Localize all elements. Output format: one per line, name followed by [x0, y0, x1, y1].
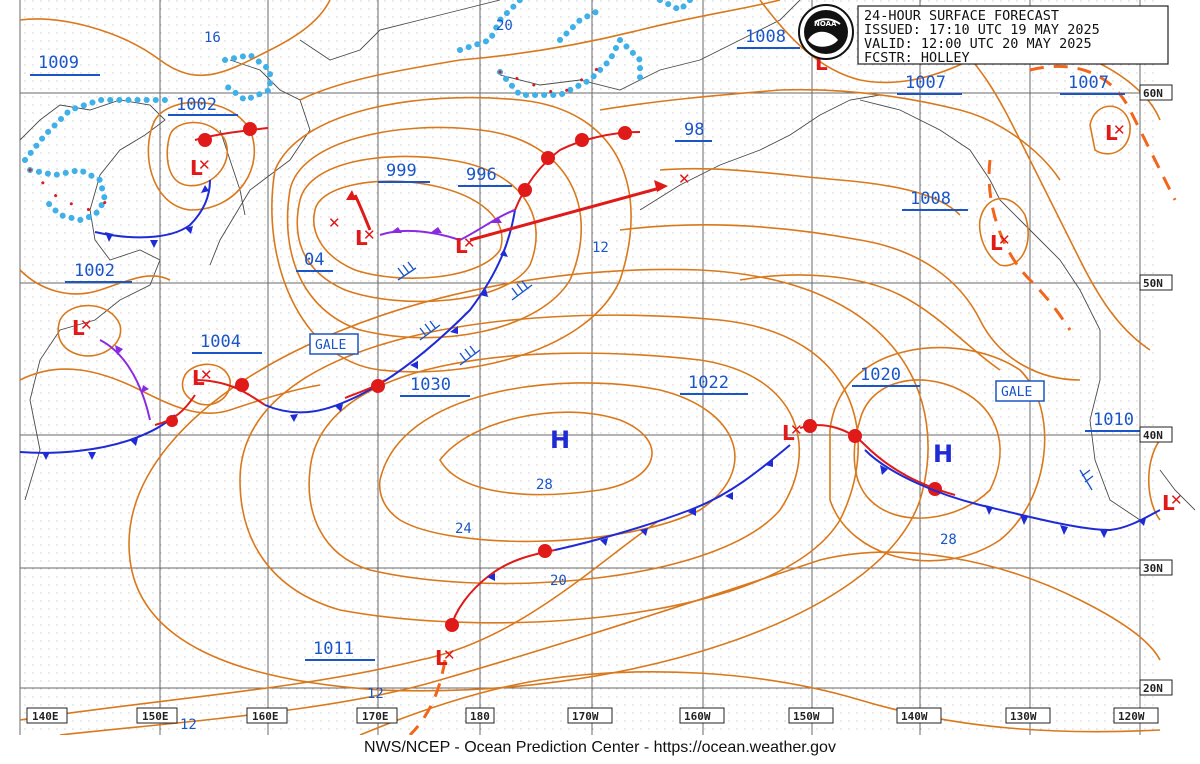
low-center: L [1105, 121, 1118, 145]
isobar-label: 20 [496, 18, 513, 34]
low-center: L [190, 156, 203, 180]
pressure-labels: 1009 1002 999 996 98 1008 1007 1007 1008… [30, 27, 1155, 661]
isobar-label: 16 [204, 30, 221, 46]
low-center-mark: ✕ [200, 366, 213, 384]
occluded-front-nw [99, 339, 151, 421]
cold-front-central [264, 209, 516, 414]
low-center: L [192, 366, 205, 390]
isobar-label: 12 [592, 240, 609, 256]
pressure-label: 999 [386, 161, 417, 181]
footer-credit: NWS/NCEP - Ocean Prediction Center - htt… [364, 739, 836, 756]
pressure-label: 1008 [745, 27, 786, 47]
isobar-label: 24 [455, 521, 472, 537]
low-center-mark: ✕ [363, 226, 376, 244]
longitude-label: 180 [470, 710, 490, 723]
noaa-logo: NOAA [798, 4, 854, 60]
low-center-mark: ✕ [790, 421, 803, 439]
pressure-label: 1007 [1068, 73, 1109, 93]
low-center: L [455, 234, 468, 258]
longitude-label: 160W [684, 710, 711, 723]
longitude-label: 140E [32, 710, 59, 723]
low-center: L [1162, 491, 1175, 515]
longitude-label: 150E [142, 710, 169, 723]
longitude-label: 140W [901, 710, 928, 723]
forecaster: FCSTR: HOLLEY [864, 50, 970, 66]
forecast-info-box: 24-HOUR SURFACE FORECAST ISSUED: 17:10 U… [857, 5, 1169, 66]
isobar-label: 28 [940, 532, 957, 548]
pressure-label: 996 [466, 165, 497, 185]
ice-edge [22, 0, 693, 224]
isobar-label: 12 [367, 686, 384, 702]
valid-time: VALID: 12:00 UTC 20 MAY 2025 [864, 36, 1092, 52]
latitude-label: 30N [1143, 562, 1163, 575]
low-center-mark: ✕ [1170, 491, 1183, 509]
pressure-label: 1022 [688, 373, 729, 393]
isobar-label: 20 [550, 573, 567, 589]
pressure-label: 1002 [74, 261, 115, 281]
low-center: L [782, 421, 795, 445]
pressure-label: 1002 [176, 95, 217, 115]
latitude-label: 40N [1143, 429, 1163, 442]
lat-lon-grid [19, 0, 1160, 735]
noaa-logo-text: NOAA [814, 20, 837, 28]
pressure-label: 1020 [860, 365, 901, 385]
gale-warnings: GALE GALE [309, 333, 1045, 402]
isobar-label: 28 [536, 477, 553, 493]
pressure-label: 98 [684, 120, 704, 140]
storm-track [346, 180, 668, 242]
gale-label: GALE [1001, 385, 1032, 400]
pressure-centers: L ✕ L ✕ ✕ L ✕ ✕ L ✕ L ✕ L ✕ L ✕ L ✕ L ✕ … [72, 51, 1183, 670]
cold-front-west [19, 414, 176, 454]
high-center: H [933, 440, 953, 468]
low-forecast-mark: ✕ [678, 170, 691, 188]
longitude-labels: 140E 150E 160E 170E 180 170W 160W 150W 1… [26, 707, 1159, 724]
low-center-mark: ✕ [80, 316, 93, 334]
pressure-label: 1030 [410, 375, 451, 395]
longitude-label: 170W [572, 710, 599, 723]
latitude-label: 20N [1143, 682, 1163, 695]
low-center-mark: ✕ [998, 231, 1011, 249]
low-center: L [990, 231, 1003, 255]
latitude-labels: 60N 50N 40N 30N 20N [1139, 84, 1173, 696]
longitude-label: 170E [362, 710, 389, 723]
wind-barbs [397, 261, 1094, 491]
pressure-label: 1008 [910, 189, 951, 209]
longitude-label: 130W [1010, 710, 1037, 723]
low-center-mark: ✕ [463, 234, 476, 252]
low-center: L [355, 226, 368, 250]
isobar-label: 12 [180, 717, 197, 733]
pressure-label: 1011 [313, 639, 354, 659]
low-center: L [435, 646, 448, 670]
low-center-mark: ✕ [1113, 121, 1126, 139]
longitude-label: 160E [252, 710, 279, 723]
cold-front-east [864, 449, 1161, 532]
dot-grid [20, 0, 1160, 735]
issued-time: ISSUED: 17:10 UTC 19 MAY 2025 [864, 22, 1100, 38]
low-dissipated-mark: ✕ [328, 214, 341, 232]
pressure-label: 1010 [1093, 410, 1134, 430]
latitude-label: 60N [1143, 87, 1163, 100]
isobar-labels: 16 20 12 28 24 20 28 12 12 [180, 18, 957, 733]
longitude-label: 150W [793, 710, 820, 723]
pressure-label: 1007 [905, 73, 946, 93]
pressure-label: 04 [304, 250, 324, 270]
high-center: H [550, 426, 570, 454]
cold-front-south [554, 444, 791, 551]
fronts [19, 122, 1161, 632]
longitude-label: 120W [1118, 710, 1145, 723]
low-center-mark: ✕ [443, 646, 456, 664]
forecast-title: 24-HOUR SURFACE FORECAST [864, 8, 1059, 24]
latitude-label: 50N [1143, 277, 1163, 290]
low-center: L [72, 316, 85, 340]
low-center-mark: ✕ [198, 156, 211, 174]
troughs [408, 64, 1177, 737]
pressure-label: 1009 [38, 53, 79, 73]
coastlines [19, 0, 1196, 521]
gale-label: GALE [315, 338, 346, 353]
pressure-label: 1004 [200, 332, 241, 352]
